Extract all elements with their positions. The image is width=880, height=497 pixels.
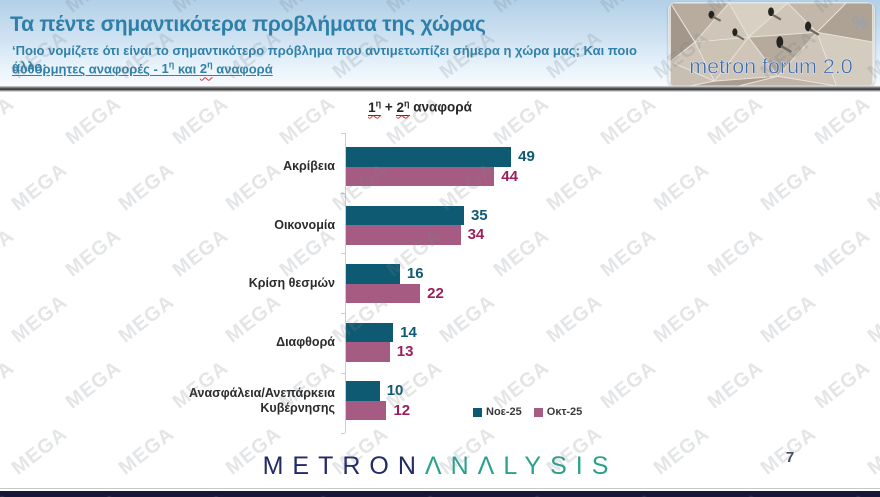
bar-series0-cat3 (346, 322, 394, 342)
subtitle2-ref2: 2η (199, 60, 213, 77)
axis-tick (341, 253, 345, 254)
mega-watermark: MEGA (168, 92, 233, 150)
brand-analysis: ΛNΛLYSIS (424, 452, 618, 480)
footer-bar (0, 491, 880, 497)
subtitle2-suffix: αναφορά (212, 61, 273, 77)
mega-watermark: MEGA (0, 224, 19, 282)
bar-value-series1-cat3: 13 (396, 343, 414, 360)
bar-value-series1-cat4: 12 (393, 401, 411, 419)
legend-item-nov25: Νοε-25 (473, 406, 522, 418)
bar-series1-cat2 (346, 283, 421, 303)
bar-series1-cat3 (346, 342, 390, 362)
mega-watermark: MEGA (703, 92, 768, 150)
mega-watermark: MEGA (596, 356, 661, 414)
bar-series1-cat0 (346, 166, 495, 186)
percent-symbol: % (852, 12, 868, 32)
bar-series0-cat4 (346, 381, 380, 401)
mega-watermark: MEGA (542, 158, 607, 216)
mega-watermark: MEGA (0, 92, 19, 150)
chart-title-ref2: 2η (396, 98, 410, 116)
mega-watermark: MEGA (61, 224, 126, 282)
axis-tick (341, 193, 345, 194)
bar-series1-cat4 (346, 400, 387, 420)
mega-watermark: MEGA (542, 290, 607, 348)
metron-forum-logo-image: % metron forum 2.0 (669, 3, 874, 86)
mega-watermark: MEGA (596, 224, 661, 282)
mega-watermark: MEGA (7, 290, 72, 348)
bar-value-series0-cat4: 10 (386, 382, 404, 399)
mega-watermark: MEGA (703, 224, 768, 282)
bar-value-series1-cat0: 44 (501, 167, 518, 185)
bar-value-series1-cat1: 34 (467, 226, 485, 243)
metron-analysis-logo: METRONΛNΛLYSIS (0, 452, 880, 481)
bar-series1-cat1 (346, 225, 461, 245)
chart-title: 1η + 2η αναφορά (368, 98, 472, 116)
y-axis-line (345, 133, 346, 433)
page-number: 7 (785, 449, 795, 466)
axis-tick (341, 133, 345, 134)
mega-watermark: MEGA (810, 224, 875, 282)
mega-watermark: MEGA (863, 290, 880, 348)
mega-watermark: MEGA (649, 290, 714, 348)
chart-legend: Νοε-25 Οκτ-25 (473, 406, 582, 418)
header-separator (0, 86, 880, 92)
mega-watermark: MEGA (0, 356, 19, 414)
chart-title-ref1: 1η (368, 98, 382, 116)
header: Τα πέντε σημαντικότερα προβλήματα της χώ… (0, 0, 880, 87)
category-label: Διαφθορά (276, 334, 335, 349)
bar-series0-cat2 (346, 264, 400, 284)
category-label: Ανασφάλεια/Ανεπάρκεια Κυβέρνησης (188, 385, 335, 415)
category-label: Ακρίβεια (283, 159, 335, 173)
footer-hairline (0, 488, 880, 489)
legend-swatch-oct25 (533, 407, 543, 417)
mega-watermark: MEGA (756, 158, 821, 216)
mega-watermark: MEGA (863, 158, 880, 216)
mega-watermark: MEGA (7, 158, 72, 216)
axis-tick (341, 313, 345, 314)
mega-watermark: MEGA (649, 158, 714, 216)
legend-swatch-nov25 (473, 407, 482, 417)
mega-watermark: MEGA (61, 92, 126, 150)
bar-value-series0-cat1: 35 (470, 206, 488, 224)
bar-value-series0-cat0: 49 (518, 148, 535, 165)
metron-forum-logo: % metron forum 2.0 (668, 2, 875, 87)
mega-watermark: MEGA (810, 92, 875, 150)
people-figures (708, 7, 820, 54)
subtitle2-prefix: αυθόρμητες αναφορές - (12, 61, 162, 77)
bar-series0-cat1 (346, 205, 464, 225)
subtitle2-mid: και (174, 61, 200, 77)
page-subtitle-references: αυθόρμητες αναφορές - 1η και 2η αναφορά (12, 60, 273, 76)
mega-watermark: MEGA (756, 290, 821, 348)
bar-value-series0-cat2: 16 (406, 265, 424, 282)
mega-watermark: MEGA (61, 356, 126, 414)
legend-label-nov25: Νοε-25 (486, 406, 522, 418)
axis-tick (341, 373, 345, 374)
brand-metron: METRON (262, 452, 425, 480)
metron-forum-text: metron forum 2.0 (689, 54, 853, 78)
chart-title-rest: αναφορά (409, 99, 472, 115)
mega-watermark: MEGA (703, 356, 768, 414)
axis-tick (341, 433, 345, 434)
category-label: Οικονομία (274, 217, 335, 232)
category-label: Κρίση θεσμών (248, 276, 335, 290)
subtitle2-ref1: 1η (161, 60, 175, 77)
page-title: Τα πέντε σημαντικότερα προβλήματα της χώ… (10, 13, 486, 36)
bar-value-series1-cat2: 22 (427, 284, 444, 302)
mega-watermark: MEGA (810, 356, 875, 414)
mega-watermark: MEGA (596, 92, 661, 150)
bar-series0-cat0 (346, 147, 512, 167)
page-subtitle: ‘Ποιο νομίζετε ότι είναι το σημαντικότερ… (12, 43, 637, 74)
bar-value-series0-cat3: 14 (400, 323, 417, 341)
mega-watermark: MEGA (435, 290, 500, 348)
legend-label-oct25: Οκτ-25 (546, 406, 583, 418)
mega-watermark: MEGA (489, 224, 554, 282)
legend-item-oct25: Οκτ-25 (533, 406, 583, 418)
